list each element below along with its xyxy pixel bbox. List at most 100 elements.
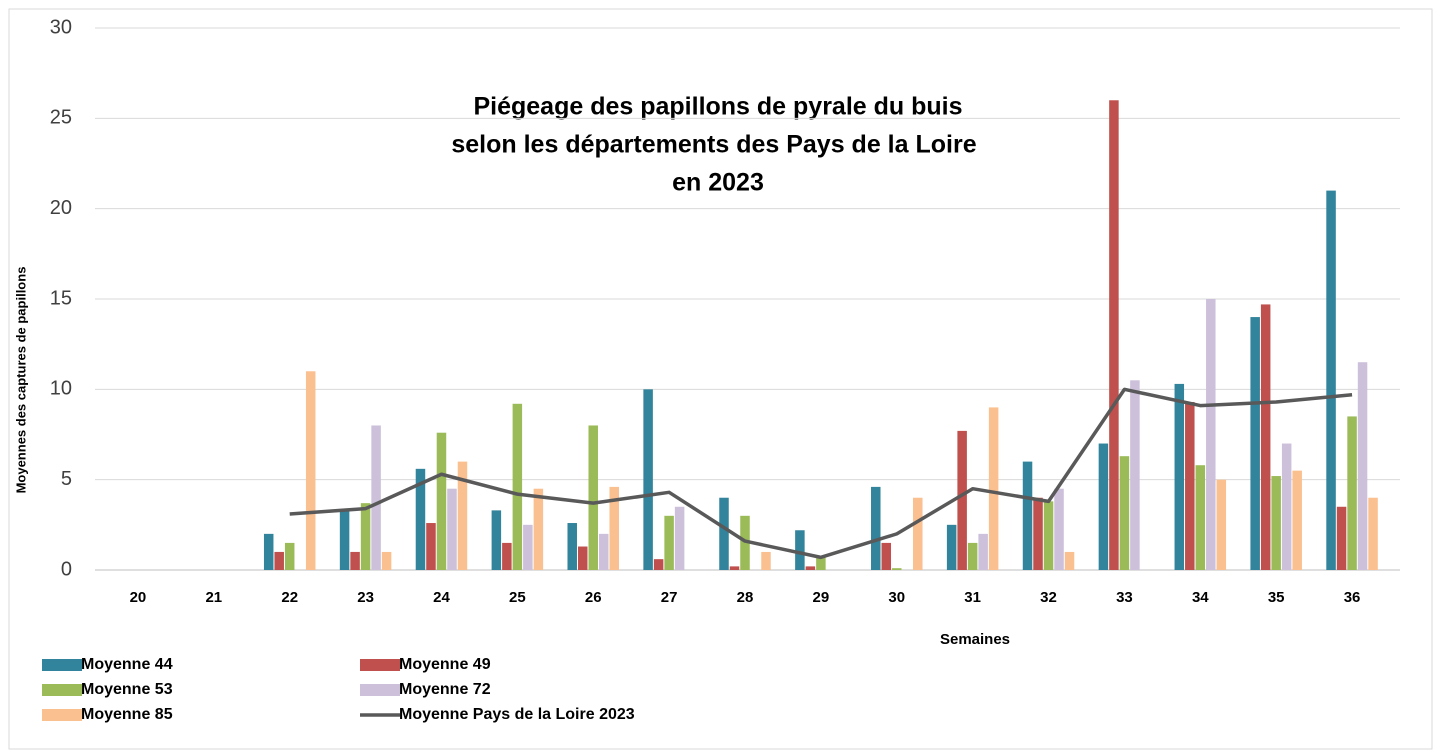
bar [512, 403, 523, 570]
y-tick-label: 20 [50, 197, 72, 219]
bar [1195, 465, 1206, 570]
legend-swatch [42, 684, 82, 696]
y-tick-label: 10 [50, 378, 72, 400]
bar [795, 530, 805, 570]
bar [360, 503, 371, 570]
bar [588, 425, 598, 570]
bar [1185, 401, 1195, 570]
y-tick-label: 25 [50, 107, 72, 129]
legend-swatch [42, 709, 82, 721]
x-tick-label: 34 [1192, 589, 1209, 606]
bar [447, 488, 457, 570]
x-tick-label: 33 [1116, 589, 1133, 606]
bar [491, 510, 502, 570]
chart-title: selon les départements des Pays de la Lo… [451, 131, 976, 159]
x-tick-label: 28 [737, 589, 754, 606]
y-tick-label: 0 [61, 558, 72, 580]
bar [371, 425, 381, 570]
bar [1216, 479, 1227, 570]
bar [263, 533, 274, 570]
chart-title: Piégeage des papillons de pyrale du buis [473, 93, 962, 121]
bar [1271, 476, 1281, 570]
bar [1260, 304, 1271, 570]
bar [436, 432, 447, 570]
bar [1033, 497, 1043, 570]
bar [1119, 456, 1130, 570]
bar [523, 524, 533, 570]
y-tick-label: 30 [50, 16, 72, 38]
bar [577, 546, 588, 570]
x-tick-label: 24 [433, 589, 450, 606]
bar [892, 568, 902, 570]
bar [674, 506, 685, 570]
bar [740, 515, 750, 570]
bar [1250, 317, 1260, 570]
bar [1206, 299, 1216, 570]
y-axis-label: Moyennes des captures de papillons [13, 267, 28, 494]
legend-label: Moyenne 44 [81, 656, 173, 673]
bar [1292, 470, 1302, 570]
x-tick-label: 35 [1268, 589, 1285, 606]
x-tick-label: 36 [1344, 589, 1361, 606]
y-tick-label: 5 [61, 468, 72, 490]
bar [567, 523, 577, 570]
bar [719, 497, 729, 570]
bar [957, 430, 967, 570]
bar [350, 551, 360, 570]
bar [967, 542, 978, 570]
x-tick-label: 32 [1040, 589, 1057, 606]
bar [426, 523, 436, 570]
bar [643, 389, 653, 570]
bar [1130, 380, 1140, 570]
bar [1054, 488, 1064, 570]
bar [1098, 443, 1109, 570]
bar [1022, 461, 1033, 570]
bar [415, 468, 426, 570]
bar [1368, 497, 1378, 570]
x-tick-label: 23 [357, 589, 374, 606]
legend-swatch [360, 659, 400, 671]
bar [274, 551, 284, 570]
bar [978, 533, 988, 570]
legend-swatch [360, 684, 400, 696]
chart-title: en 2023 [672, 169, 764, 197]
bar [946, 524, 957, 570]
bar [284, 542, 295, 570]
legend-label: Moyenne 53 [81, 681, 173, 698]
legend-label: Moyenne 85 [81, 706, 173, 723]
bar [502, 542, 512, 570]
x-tick-label: 27 [661, 589, 678, 606]
bar [1109, 100, 1119, 571]
legend-label: Moyenne 72 [399, 681, 491, 698]
bar [805, 566, 816, 570]
x-tick-label: 21 [205, 589, 222, 606]
legend-label: Moyenne Pays de la Loire 2023 [399, 706, 635, 723]
bar [729, 566, 740, 570]
legend-label: Moyenne 49 [399, 656, 491, 673]
bar [339, 510, 350, 570]
bar [761, 551, 771, 570]
bar [913, 497, 923, 570]
bar [1064, 551, 1075, 570]
x-tick-label: 30 [888, 589, 905, 606]
bar [305, 371, 316, 570]
x-tick-label: 31 [964, 589, 981, 606]
bar [881, 542, 892, 570]
bar [457, 461, 468, 570]
bar [598, 533, 609, 570]
bar [1281, 443, 1292, 570]
bar [1043, 501, 1054, 570]
x-axis-label: Semaines [940, 631, 1010, 648]
bar [871, 486, 881, 570]
x-tick-label: 20 [130, 589, 147, 606]
chart-frame [8, 8, 1433, 750]
bar [533, 488, 544, 570]
bar [816, 555, 826, 570]
x-tick-label: 22 [281, 589, 298, 606]
bar [609, 486, 619, 570]
x-tick-label: 26 [585, 589, 602, 606]
bar [381, 551, 392, 570]
y-tick-label: 15 [50, 287, 72, 309]
bar [653, 559, 664, 570]
